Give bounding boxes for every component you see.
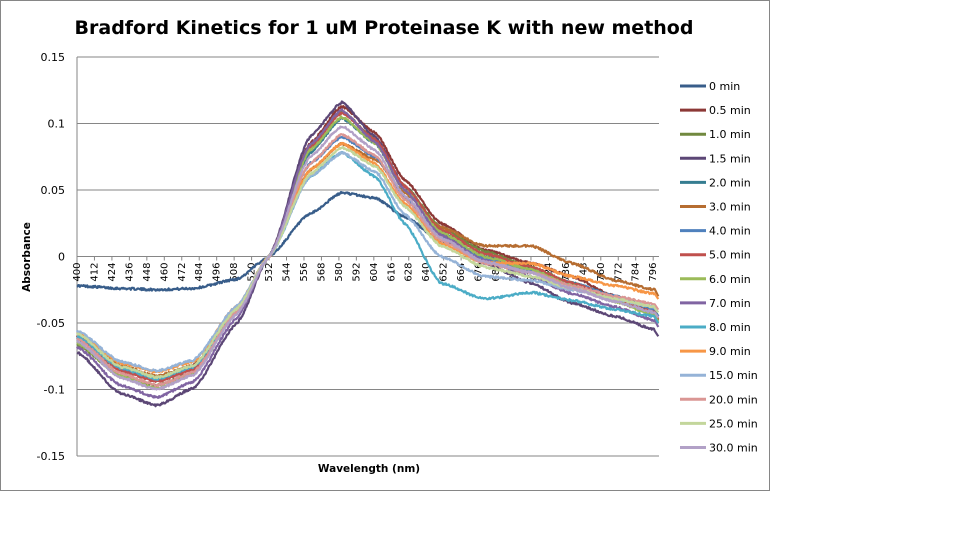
x-tick-label: 568 xyxy=(316,263,327,282)
x-tick-label: 796 xyxy=(648,263,659,282)
y-axis-title: Absorbance xyxy=(21,222,33,292)
legend-label: 7.0 min xyxy=(709,297,751,310)
x-tick-label: 688 xyxy=(491,263,502,282)
x-tick-label: 532 xyxy=(264,263,275,282)
chart-frame xyxy=(0,0,770,491)
x-tick-label: 484 xyxy=(194,263,205,282)
legend-label: 1.0 min xyxy=(709,128,751,141)
y-tick-label: 0.15 xyxy=(41,51,66,64)
x-tick-label: 760 xyxy=(596,263,607,282)
x-tick-label: 652 xyxy=(439,263,450,282)
legend-label: 20.0 min xyxy=(709,393,758,406)
x-tick-label: 616 xyxy=(386,263,397,282)
y-tick-label: -0.05 xyxy=(37,317,65,330)
x-tick-label: 748 xyxy=(578,263,589,282)
series-line xyxy=(76,145,660,380)
x-tick-label: 520 xyxy=(247,263,258,282)
legend-label: 2.0 min xyxy=(709,176,751,189)
x-tick-label: 580 xyxy=(334,263,345,282)
x-tick-label: 664 xyxy=(456,263,467,282)
x-tick-label: 508 xyxy=(229,263,240,282)
legend: 0 min 0.5 min 1.0 min 1.5 min 2.0 min 3.0 min… xyxy=(680,80,758,455)
legend-label: 30.0 min xyxy=(709,442,758,455)
legend-label: 8.0 min xyxy=(709,321,751,334)
x-tick-label: 424 xyxy=(107,263,118,282)
x-axis-ticks: 400 412 424 436 448 460 472 484 496 508 520 532 544 5… xyxy=(72,256,659,282)
x-tick-label: 640 xyxy=(421,263,432,282)
x-tick-label: 400 xyxy=(72,263,83,282)
x-tick-label: 412 xyxy=(89,263,100,282)
x-tick-label: 460 xyxy=(159,263,170,282)
x-axis-title: Wavelength (nm) xyxy=(318,463,420,475)
x-tick-label: 784 xyxy=(631,263,642,282)
y-tick-label: 0.05 xyxy=(41,184,66,197)
legend-label: 15.0 min xyxy=(709,369,758,382)
series-line xyxy=(76,141,660,374)
series-line xyxy=(76,190,660,317)
x-tick-label: 604 xyxy=(369,263,380,282)
series-line xyxy=(76,125,660,391)
y-tick-label: 0.1 xyxy=(48,118,66,131)
series-lines xyxy=(75,100,660,408)
x-tick-label: 448 xyxy=(142,263,153,282)
chart-title: Bradford Kinetics for 1 uM Proteinase K … xyxy=(75,17,694,39)
series-line xyxy=(75,151,660,373)
legend-label: 0 min xyxy=(709,80,740,93)
legend-label: 4.0 min xyxy=(709,225,751,238)
x-tick-label: 472 xyxy=(177,263,188,282)
x-tick-label: 772 xyxy=(613,263,624,282)
x-tick-label: 736 xyxy=(561,263,572,282)
legend-label: 25.0 min xyxy=(709,417,758,430)
x-tick-label: 592 xyxy=(351,263,362,282)
gridlines xyxy=(76,56,659,457)
legend-label: 3.0 min xyxy=(709,201,751,214)
x-tick-label: 496 xyxy=(212,263,223,282)
legend-label: 9.0 min xyxy=(709,345,751,358)
x-tick-label: 676 xyxy=(474,263,485,282)
x-tick-label: 544 xyxy=(282,263,293,282)
x-tick-label: 628 xyxy=(404,263,415,282)
legend-label: 6.0 min xyxy=(709,273,751,286)
legend-label: 5.0 min xyxy=(709,249,751,262)
x-tick-label: 436 xyxy=(124,263,135,282)
legend-label: 1.5 min xyxy=(709,152,751,165)
y-tick-label: 0 xyxy=(58,251,65,264)
y-axis-ticks: 0.15 0.1 0.05 0 -0.05 -0.1 -0.15 xyxy=(37,51,65,463)
legend-label: 0.5 min xyxy=(709,104,751,117)
y-tick-label: -0.1 xyxy=(44,384,65,397)
x-tick-label: 556 xyxy=(299,263,310,282)
y-tick-label: -0.15 xyxy=(37,450,65,463)
